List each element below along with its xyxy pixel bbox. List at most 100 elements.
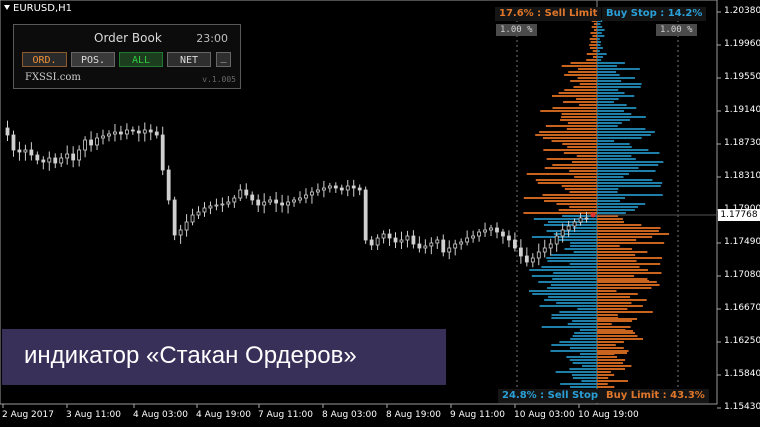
book-bar [597,371,611,373]
candle-body [351,185,356,189]
price-tick-label: 1.17490 [724,237,760,247]
candle-body [71,153,76,161]
book-bar [531,275,597,277]
candle-body [220,203,225,206]
book-bar [589,44,597,46]
candle-body [369,239,374,246]
book-bar [543,224,597,226]
candle-body [77,149,82,161]
brand-logo[interactable]: FXSSI.com [25,72,81,83]
book-bar [597,368,625,370]
book-bar [597,38,600,40]
book-bar [569,263,597,265]
book-bar [597,236,653,238]
book-bar [597,74,620,76]
book-bar [597,365,632,367]
book-bar [567,146,597,148]
book-bar [546,257,597,259]
candle-body [363,189,368,241]
time-tick-label: 10 Aug 19:00 [578,410,639,420]
book-bar [559,341,597,343]
book-bar [597,101,614,103]
book-bar [597,200,620,202]
book-bar [571,161,597,163]
book-bar [597,290,617,292]
price-tick-label: 1.19550 [724,72,760,82]
time-tick-label: 4 Aug 03:00 [133,410,188,420]
candle-body [107,133,111,137]
book-bar [597,65,617,67]
book-bar [597,275,635,277]
candle-body [584,217,589,220]
candle-body [136,130,141,134]
book-bar [556,203,597,205]
candle-body [124,129,129,135]
book-bar [597,248,633,250]
book-bar [572,335,597,337]
net-button[interactable]: NET [167,52,211,67]
book-bar [597,143,630,145]
candle-body [178,229,183,236]
candle-body [489,227,493,231]
book-bar [597,68,640,70]
book-bar [597,347,624,349]
orders-button[interactable]: ORD. [22,52,67,67]
book-bar [597,59,602,61]
book-bar [592,56,597,58]
book-bar [597,95,635,97]
book-bar [569,359,597,361]
book-bar [597,206,638,208]
price-tick-label: 1.19960 [724,39,760,49]
book-bar [597,266,640,268]
book-bar [597,53,607,55]
book-bar [597,92,625,94]
book-bar [597,296,631,298]
book-bar [593,23,597,25]
book-bar [597,188,619,190]
book-bar [539,305,597,307]
candle-body [226,201,231,205]
book-bar [577,308,597,310]
book-bar [541,293,597,295]
book-bar [597,386,615,388]
candle-body [172,199,177,236]
book-bar [597,32,602,34]
time-tick-label: 4 Aug 19:00 [196,410,251,420]
candle-body [465,237,470,243]
book-bar [551,254,597,256]
book-bar [597,260,637,262]
candle-body [560,229,565,237]
book-bar [541,266,597,268]
book-bar [543,149,597,151]
candle-body [381,233,386,239]
candle-body [256,199,261,206]
candle-body [405,235,410,241]
current-price-label: 1.17768 [718,209,760,221]
time-tick-label: 9 Aug 11:00 [450,410,505,420]
book-bar [531,236,597,238]
book-bar [597,170,656,172]
book-bar [597,330,633,332]
panel-time: 23:00 [196,32,228,45]
candle-body [333,185,338,189]
book-bar [597,377,609,379]
book-bar [561,116,597,118]
positions-button[interactable]: POS. [71,52,115,67]
minimize-button[interactable]: _ [216,52,231,67]
candle-body [518,247,523,257]
book-bar [551,314,597,316]
all-button[interactable]: ALL [119,52,163,67]
book-bar [597,352,627,354]
book-bar [551,140,597,142]
candle-body [417,243,422,249]
book-bar [567,122,597,124]
book-bar [597,362,623,364]
book-bar [597,77,635,79]
candle-body [512,239,517,249]
book-bar [597,80,622,82]
book-bar [550,350,597,352]
candle-body [23,149,28,153]
book-bar [597,308,628,310]
book-bar [597,230,659,232]
